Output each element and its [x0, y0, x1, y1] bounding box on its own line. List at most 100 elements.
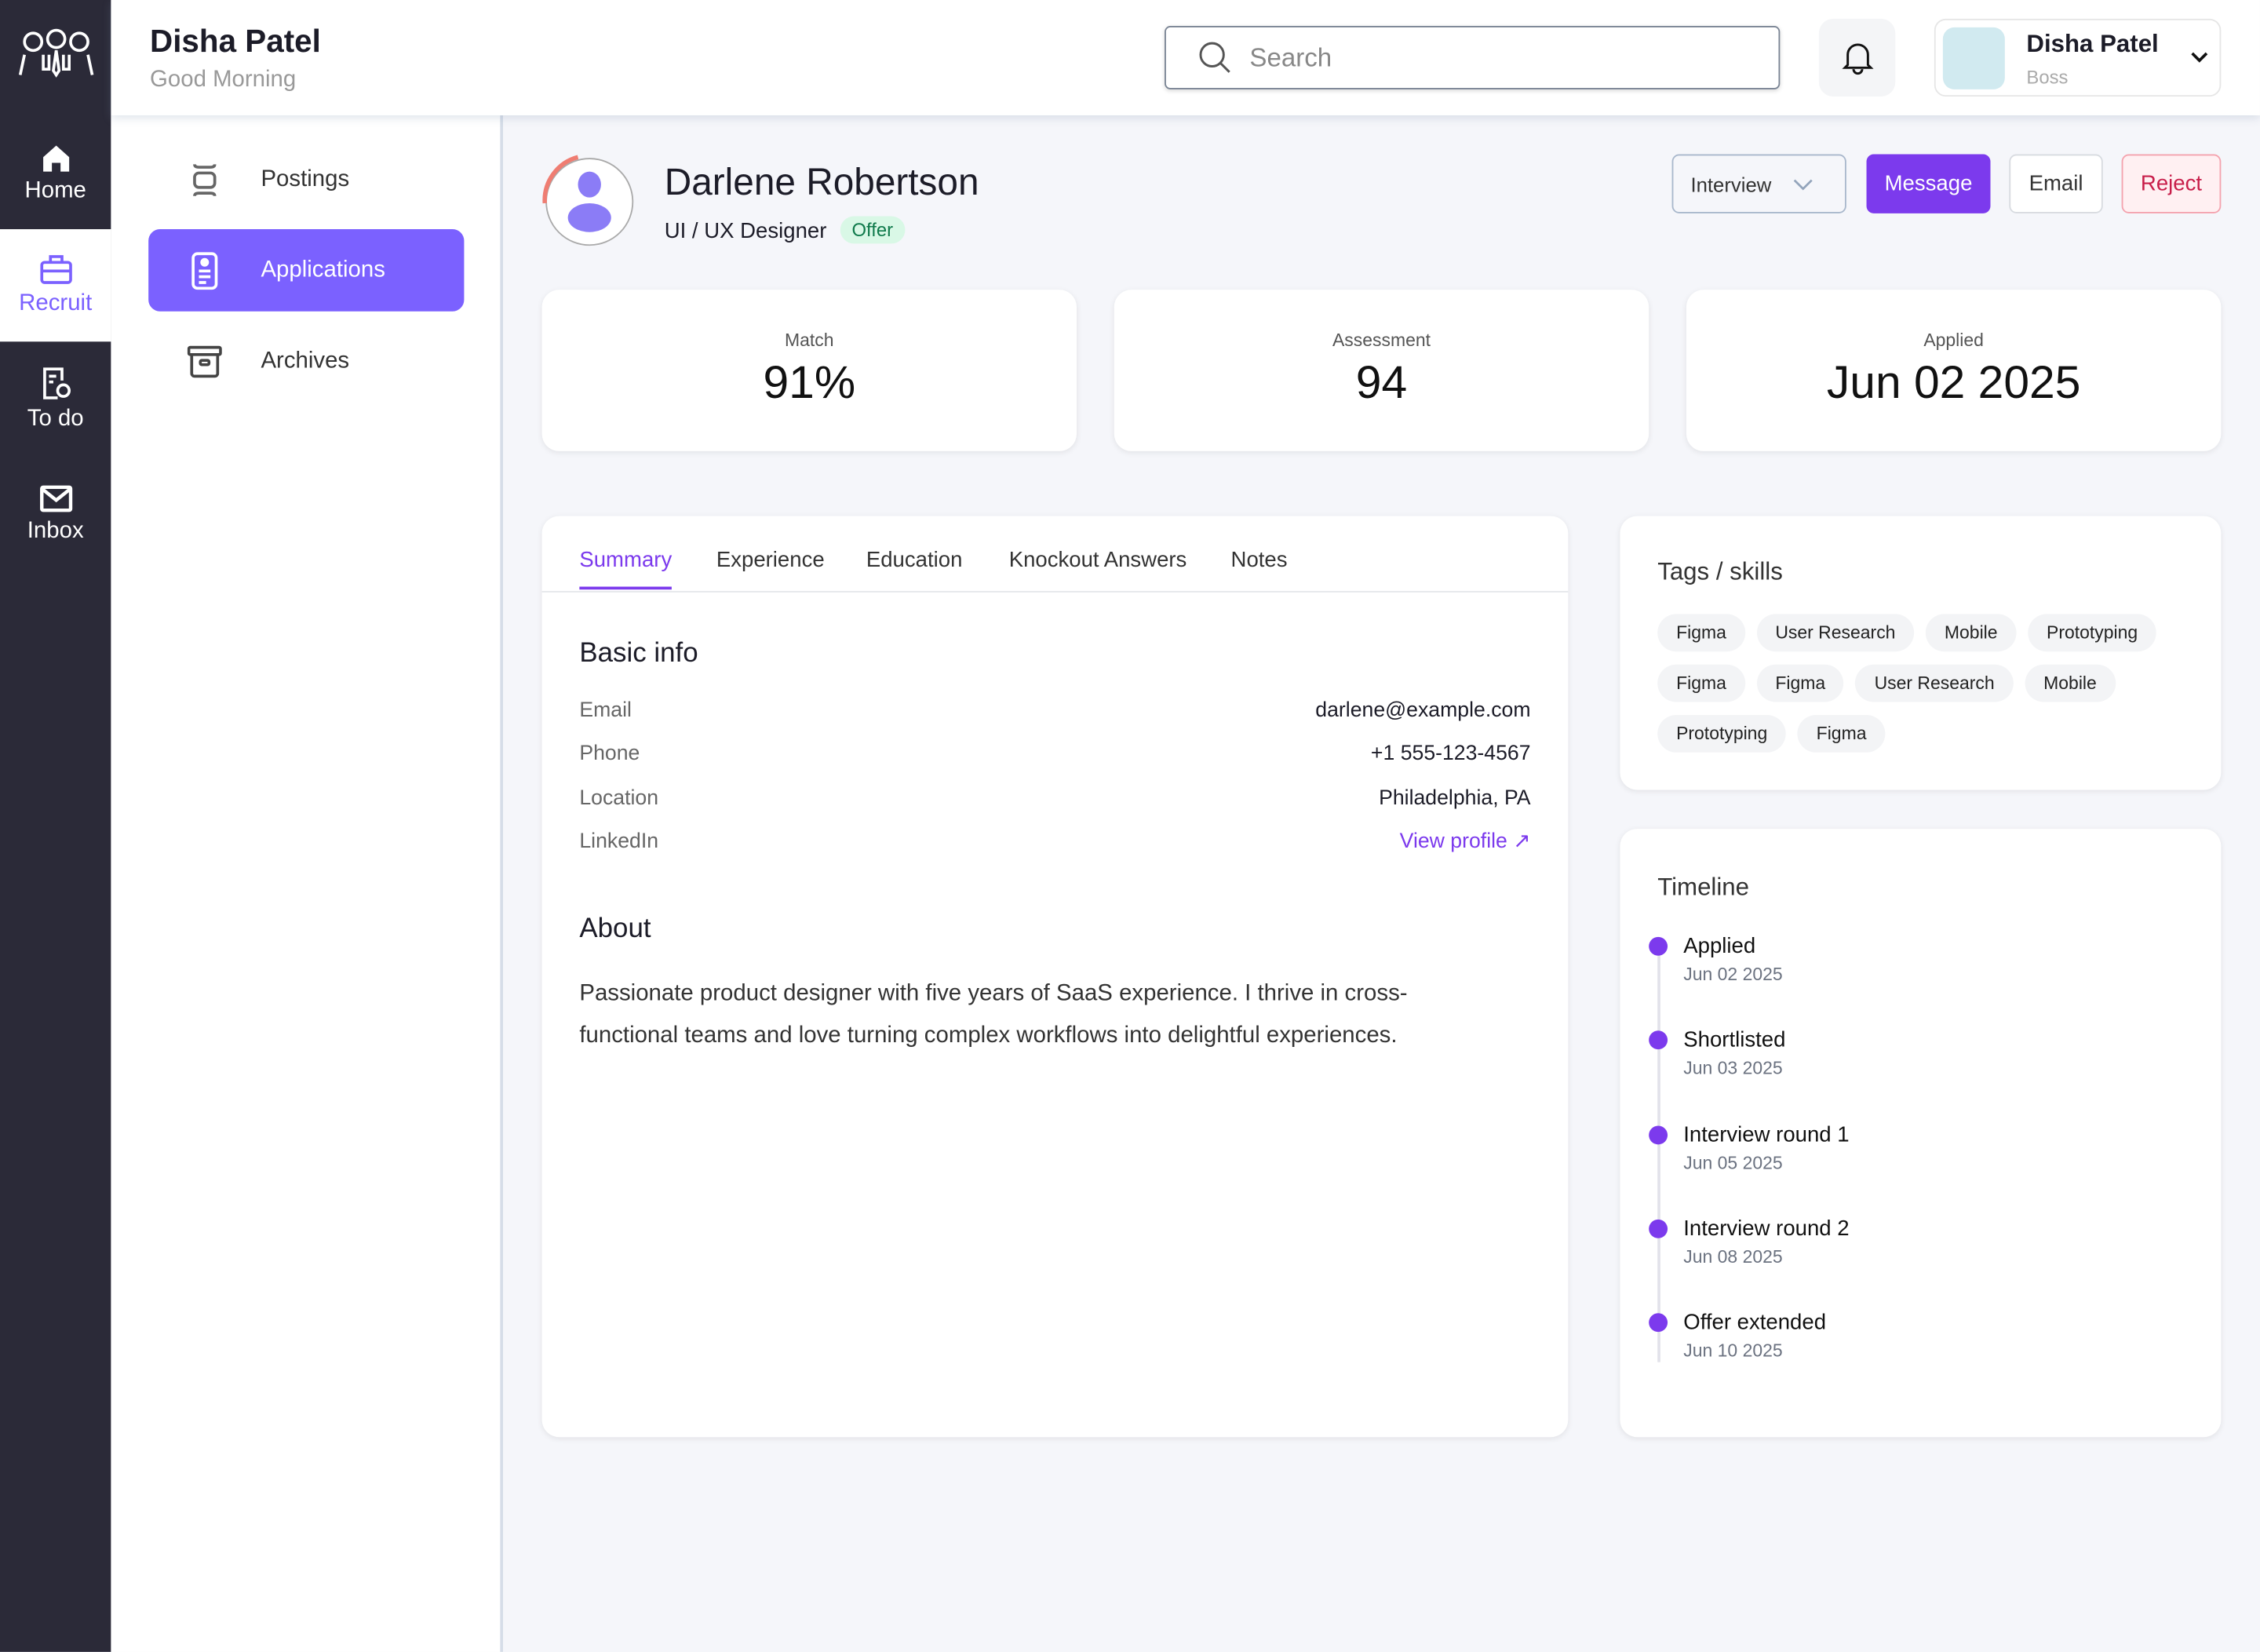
details-card [541, 516, 1569, 1438]
skill-tag: Figma [1657, 614, 1745, 652]
timeline-dot-icon [1649, 936, 1668, 956]
team-logo-icon [17, 26, 95, 88]
timeline-event: Applied [1683, 934, 1756, 959]
mail-icon [39, 485, 72, 512]
search-icon [1199, 42, 1230, 73]
timeline-date: Jun 05 2025 [1683, 1152, 1783, 1173]
message-button[interactable]: Message [1866, 154, 1991, 213]
stat-label: Match [785, 330, 834, 351]
timeline-dot-icon [1649, 1125, 1668, 1144]
info-row-location: Location Philadelphia, PA [579, 787, 1530, 810]
candidate-title: UI / UX Designer [664, 219, 827, 244]
stage-value: Interview [1690, 172, 1772, 195]
secondary-nav: Postings Applications Archives [111, 115, 504, 1652]
user-name: Disha Patel [150, 23, 321, 60]
info-row-linkedin: LinkedIn View profile ↗ [579, 830, 1530, 853]
info-row-phone: Phone +1 555-123-4567 [579, 742, 1530, 765]
status-badge: Offer [840, 216, 905, 244]
stat-value: 91% [763, 356, 856, 408]
skill-tag: Figma [1756, 664, 1845, 702]
timeline-dot-icon [1649, 1313, 1668, 1333]
nav-label: Postings [261, 166, 350, 191]
nav-item-postings[interactable]: Postings [148, 138, 464, 221]
nav-item-archives[interactable]: Archives [148, 320, 464, 403]
skill-tag: User Research [1855, 664, 2014, 702]
skill-tag: Mobile [1926, 614, 2017, 652]
timeline-event: Interview round 2 [1683, 1216, 1850, 1242]
rail-label: Recruit [19, 291, 93, 316]
info-value: Philadelphia, PA [1379, 786, 1531, 811]
stat-label: Assessment [1332, 330, 1431, 351]
stat-applied: Applied Jun 02 2025 [1686, 290, 2222, 451]
timeline-event: Interview round 1 [1683, 1122, 1850, 1147]
timeline-event: Offer extended [1683, 1310, 1827, 1336]
timeline-date: Jun 10 2025 [1683, 1340, 1783, 1362]
candidate-name: Darlene Robertson [664, 159, 979, 203]
search-placeholder: Search [1249, 42, 1332, 71]
skill-tag: Mobile [2025, 664, 2116, 702]
archive-icon [187, 345, 222, 377]
timeline-event: Shortlisted [1683, 1028, 1786, 1053]
info-key: Phone [579, 742, 640, 766]
home-icon [42, 145, 69, 172]
briefcase-icon [39, 255, 71, 284]
nav-label: Archives [261, 348, 350, 373]
timeline-dot-icon [1649, 1030, 1668, 1050]
skill-tag: Prototyping [1657, 715, 1787, 753]
tab-education[interactable]: Education [866, 547, 963, 573]
rail-label: To do [27, 406, 84, 432]
about-text: Passionate product designer with five ye… [579, 981, 1408, 1048]
stat-value: 94 [1355, 356, 1408, 408]
profile-name: Disha Patel [2026, 30, 2159, 58]
stage-dropdown[interactable]: Interview [1671, 154, 1846, 213]
todo-icon [42, 367, 71, 399]
chevron-down-icon [1793, 178, 1813, 190]
applications-icon [191, 251, 218, 290]
about-heading: About [579, 914, 651, 945]
rail-item-inbox[interactable]: Inbox [0, 458, 111, 571]
profile-role: Boss [2026, 66, 2069, 89]
tags-heading: Tags / skills [1657, 557, 1783, 585]
stat-value: Jun 02 2025 [1826, 356, 2081, 408]
rail-label: Inbox [27, 519, 84, 544]
tags-card: Tags / skills Figma User Research Mobile Pr… [1620, 516, 2222, 790]
skill-tag: User Research [1756, 614, 1915, 652]
search-input[interactable]: Search [1165, 26, 1781, 89]
stat-label: Applied [1923, 330, 1984, 351]
rail-item-home[interactable]: Home [0, 119, 111, 231]
app-rail: Home Recruit To do Inbox [0, 0, 111, 1652]
rail-label: Home [24, 178, 86, 203]
view-profile-link[interactable]: View profile ↗ [1399, 830, 1531, 854]
profile-menu[interactable]: Disha Patel Boss [1934, 18, 2222, 97]
tab-notes[interactable]: Notes [1230, 547, 1288, 573]
email-button[interactable]: Email [2009, 154, 2103, 213]
timeline-date: Jun 08 2025 [1683, 1246, 1783, 1267]
candidate-avatar [541, 153, 636, 255]
rail-item-todo[interactable]: To do [0, 343, 111, 455]
greeting: Good Morning [150, 67, 297, 93]
tab-experience[interactable]: Experience [716, 547, 825, 573]
stat-assessment: Assessment 94 [1114, 290, 1649, 451]
info-key: Location [579, 786, 659, 811]
top-header: Disha Patel Good Morning Search Disha Pa… [111, 0, 2260, 115]
reject-button[interactable]: Reject [2121, 154, 2222, 213]
info-row-email: Email darlene@example.com [579, 699, 1530, 722]
skill-tag: Prototyping [2028, 614, 2157, 652]
nav-item-applications[interactable]: Applications [148, 229, 465, 312]
timeline-dot-icon [1649, 1219, 1668, 1238]
skill-tag: Figma [1657, 664, 1745, 702]
timeline-date: Jun 02 2025 [1683, 964, 1783, 985]
info-key: Email [579, 698, 632, 723]
info-value: +1 555-123-4567 [1370, 742, 1531, 766]
notifications-button[interactable] [1818, 18, 1896, 97]
rail-item-recruit[interactable]: Recruit [0, 229, 111, 342]
tags-list: Figma User Research Mobile Prototyping Figma… [1657, 614, 2192, 765]
tab-summary[interactable]: Summary [579, 548, 673, 590]
tab-knockout-answers[interactable]: Knockout Answers [1008, 547, 1187, 573]
skill-tag: Figma [1797, 715, 1886, 753]
basic-info-heading: Basic info [579, 638, 698, 669]
nav-label: Applications [261, 257, 385, 283]
avatar [1942, 27, 2005, 89]
timeline-card: Timeline [1620, 829, 2222, 1438]
bell-icon [1841, 43, 1873, 75]
